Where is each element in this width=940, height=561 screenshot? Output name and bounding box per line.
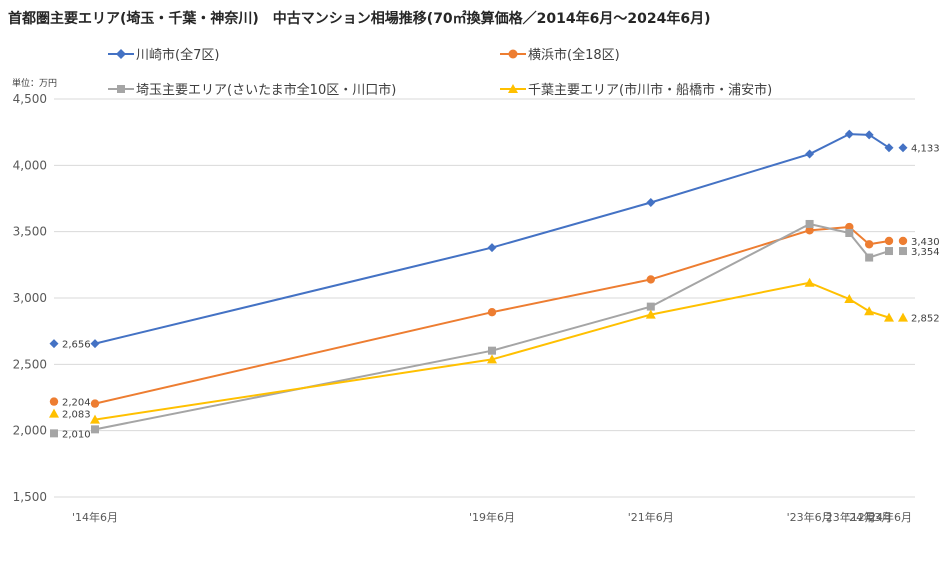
legend-item-saitama: 埼玉主要エリア(さいたま市全10区・川口市)	[108, 79, 396, 98]
start-label-marker-3	[49, 408, 59, 418]
start-label-marker-0	[49, 339, 59, 349]
data-point-2-2	[646, 302, 655, 311]
data-point-3-6	[884, 312, 894, 322]
data-point-2-3	[805, 219, 814, 228]
x-tick-label: '14年6月	[72, 510, 118, 524]
end-label-marker-0	[898, 143, 908, 153]
data-point-2-1	[488, 346, 496, 355]
data-point-1-0	[90, 399, 100, 408]
start-data-label-0: 2,656	[62, 340, 91, 351]
y-tick-label: 2,000	[13, 424, 47, 438]
x-tick-label: '24年3月	[846, 510, 892, 524]
legend-marker-diamond-icon	[108, 48, 134, 59]
legend-label-saitama: 埼玉主要エリア(さいたま市全10区・川口市)	[136, 83, 397, 98]
legend-marker-square-icon	[108, 84, 134, 93]
start-label-marker-2	[50, 429, 58, 438]
x-tick-label: '21年6月	[628, 510, 674, 524]
end-data-label-0: 4,133	[911, 144, 940, 155]
y-tick-label: 2,500	[13, 357, 47, 371]
data-point-1-6	[884, 236, 894, 246]
data-point-2-0	[91, 425, 99, 434]
data-point-1-3	[805, 226, 814, 235]
series-line-2	[94, 222, 890, 431]
end-data-label-3: 2,852	[911, 314, 940, 325]
legend-item-chiba: 千葉主要エリア(市川市・船橋市・浦安市)	[500, 79, 772, 98]
start-data-label-3: 2,083	[62, 410, 91, 421]
start-data-label-2: 2,010	[62, 429, 91, 440]
data-point-3-1	[487, 354, 497, 364]
data-point-3-4	[844, 294, 855, 304]
x-tick-label: '23年6月	[787, 510, 833, 524]
legend-item-yokohama: 横浜市(全18区)	[500, 44, 620, 63]
y-tick-label: 3,000	[13, 291, 47, 305]
data-point-0-1	[487, 243, 497, 253]
unit-label: 単位：万円	[12, 79, 58, 89]
legend-item-kawasaki: 川崎市(全7区)	[108, 44, 219, 63]
x-tick-label: '24年6月	[866, 510, 912, 524]
data-point-0-0	[90, 339, 100, 349]
data-point-2-6	[885, 247, 893, 256]
start-data-label-1: 2,204	[62, 398, 91, 409]
y-tick-label: 4,000	[13, 158, 47, 172]
x-tick-label: '19年6月	[469, 510, 515, 524]
data-point-3-3	[804, 277, 815, 287]
end-label-marker-3	[898, 312, 908, 322]
data-point-0-2	[646, 197, 656, 207]
end-data-label-2: 3,354	[911, 247, 940, 258]
legend-label-kawasaki: 川崎市(全7区)	[136, 48, 220, 63]
legend-label-yokohama: 横浜市(全18区)	[528, 48, 620, 63]
data-point-1-1	[487, 307, 497, 317]
data-point-0-4	[844, 129, 854, 139]
data-point-3-5	[864, 306, 875, 316]
data-point-3-2	[645, 309, 656, 319]
end-label-marker-2	[899, 247, 907, 256]
y-tick-label: 3,500	[13, 225, 47, 239]
y-tick-label: 1,500	[13, 490, 47, 504]
data-point-0-5	[864, 130, 874, 140]
legend-label-chiba: 千葉主要エリア(市川市・船橋市・浦安市)	[528, 83, 773, 98]
data-point-2-4	[845, 228, 854, 237]
x-tick-label: '23年12月	[823, 510, 876, 524]
end-label-marker-1	[898, 236, 908, 246]
start-label-marker-1	[49, 397, 59, 406]
data-point-0-6	[884, 143, 894, 153]
data-point-2-5	[865, 253, 874, 262]
data-point-0-3	[805, 149, 815, 159]
chart-title: 首都圏主要エリア(埼玉・千葉・神奈川) 中古マンション相場推移(70㎡換算価格／…	[8, 11, 711, 27]
legend-marker-circle-icon	[500, 49, 526, 58]
data-point-3-0	[90, 414, 100, 424]
data-point-1-5	[864, 240, 874, 249]
y-tick-label: 4,500	[13, 92, 47, 106]
legend-marker-triangle-icon	[500, 83, 526, 93]
data-point-1-2	[646, 275, 655, 284]
end-data-label-1: 3,430	[911, 237, 940, 248]
